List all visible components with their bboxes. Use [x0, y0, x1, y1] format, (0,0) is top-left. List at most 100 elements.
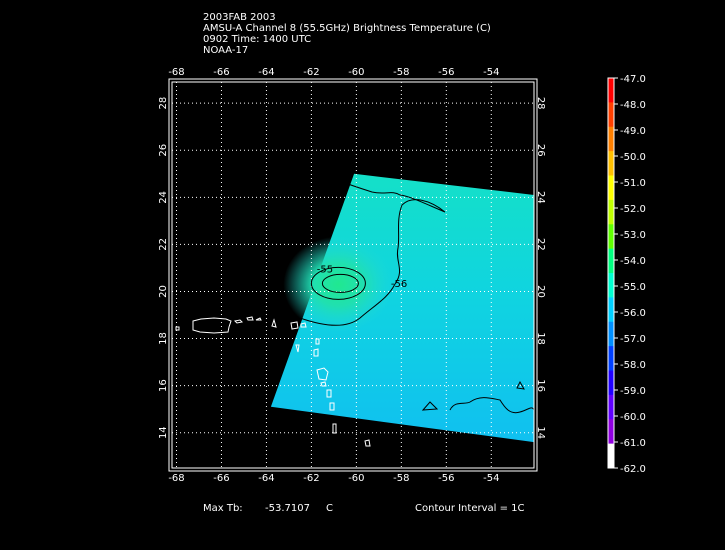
x-tick-label-top: -54 [483, 67, 499, 78]
colorbar-label: -62.0 [620, 464, 646, 475]
y-tick-label-right: 16 [535, 379, 546, 392]
colorbar-segment [608, 273, 614, 298]
x-tick-label-bottom: -64 [258, 473, 274, 484]
x-tick-label-bottom: -58 [393, 473, 409, 484]
coastline [192, 317, 232, 334]
y-tick-label-left: 14 [158, 426, 169, 439]
contour-minus55 [310, 266, 366, 300]
y-tick-label-left: 22 [158, 238, 169, 251]
max-tb-label: Max Tb: [203, 503, 243, 514]
x-tick-label-top: -56 [438, 67, 454, 78]
x-tick-label-bottom: -56 [438, 473, 454, 484]
x-tick-label-top: -62 [303, 67, 319, 78]
contour-fragment [504, 181, 531, 188]
colorbar-segment [608, 394, 614, 420]
coastline [175, 326, 180, 331]
colorbar-label: -54.0 [620, 256, 646, 267]
x-tick-label-top: -58 [393, 67, 409, 78]
y-tick-label-left: 26 [158, 144, 169, 157]
x-tick-label-bottom: -54 [483, 473, 499, 484]
max-tb-value: -53.7107 [265, 503, 310, 514]
contour-fragment [449, 397, 535, 414]
colorbar-label: -49.0 [620, 126, 646, 137]
colorbar-label: -57.0 [620, 334, 646, 345]
y-tick-label-left: 24 [158, 191, 169, 204]
contour-inner [321, 273, 359, 293]
y-tick-label-right: 20 [535, 285, 546, 298]
coastline [255, 317, 262, 321]
title-line-4: NOAA-17 [203, 45, 249, 56]
contour-minus56 [299, 171, 446, 326]
coastline [326, 389, 332, 398]
coastline [315, 338, 320, 345]
colorbar-label: -53.0 [620, 230, 646, 241]
y-tick-label-right: 24 [535, 191, 546, 204]
y-tick-label-right: 28 [535, 97, 546, 110]
colorbar-segment [608, 370, 614, 396]
contour-fragment [516, 380, 525, 390]
contour-interval: Contour Interval = 1C [415, 503, 525, 514]
coastline [329, 402, 335, 411]
colorbar-segment [608, 248, 614, 274]
coastline [271, 318, 277, 328]
x-tick-label-bottom: -62 [303, 473, 319, 484]
x-tick-label-bottom: -60 [348, 473, 364, 484]
y-tick-label-left: 28 [158, 97, 169, 110]
colorbar-label: -51.0 [620, 178, 646, 189]
x-tick-label-top: -68 [168, 67, 184, 78]
colorbar-label: -50.0 [620, 152, 646, 163]
contour-label: -56 [391, 279, 407, 290]
colorbar-label: -48.0 [620, 100, 646, 111]
colorbar-segment [608, 199, 614, 225]
colorbar-label: -60.0 [620, 412, 646, 423]
colorbar-frame [607, 77, 615, 469]
colorbar-label: -59.0 [620, 386, 646, 397]
coastline [233, 319, 244, 324]
colorbar-segment [608, 151, 614, 176]
coastline [246, 316, 254, 321]
colorbar-segment [608, 297, 614, 323]
warm-anomaly [283, 236, 394, 333]
colorbar-label: -47.0 [620, 74, 646, 85]
x-tick-label-top: -60 [348, 67, 364, 78]
colorbar-label: -56.0 [620, 308, 646, 319]
x-tick-label-top: -64 [258, 67, 274, 78]
title-line-1: 2003FAB 2003 [203, 12, 276, 23]
colorbar-segment [608, 78, 614, 103]
y-tick-label-right: 14 [535, 426, 546, 439]
coastline [313, 348, 319, 357]
colorbar-label: -61.0 [620, 438, 646, 449]
y-tick-label-right: 18 [535, 332, 546, 345]
colorbar-label: -55.0 [620, 282, 646, 293]
contour-label: -55 [317, 265, 333, 276]
map-frame-outer [168, 78, 538, 472]
colorbar-segment [608, 321, 614, 347]
max-tb-unit: C [326, 503, 333, 514]
title-line-3: 0902 Time: 1400 UTC [203, 34, 312, 45]
x-tick-label-top: -66 [213, 67, 229, 78]
colorbar-segment [608, 175, 614, 201]
x-tick-label-bottom: -66 [213, 473, 229, 484]
y-tick-label-right: 26 [535, 144, 546, 157]
y-tick-label-left: 16 [158, 379, 169, 392]
colorbar-segment [608, 346, 614, 371]
colorbar-segment [608, 102, 614, 128]
colorbar-segment [608, 126, 614, 152]
x-tick-label-bottom: -68 [168, 473, 184, 484]
colorbar-label: -58.0 [620, 360, 646, 371]
colorbar-segment [608, 443, 614, 469]
coastline [300, 322, 307, 328]
coastline [332, 423, 337, 434]
contour-fragment [421, 401, 439, 411]
coastline [320, 381, 327, 387]
y-tick-label-left: 20 [158, 285, 169, 298]
colorbar-segment [608, 224, 614, 250]
y-tick-label-right: 22 [535, 238, 546, 251]
map-frame [171, 81, 535, 469]
coastline [295, 344, 300, 353]
y-tick-label-left: 18 [158, 332, 169, 345]
coastline [290, 321, 299, 330]
colorbar-segment [608, 419, 614, 445]
title-line-2: AMSU-A Channel 8 (55.5GHz) Brightness Te… [203, 23, 491, 34]
